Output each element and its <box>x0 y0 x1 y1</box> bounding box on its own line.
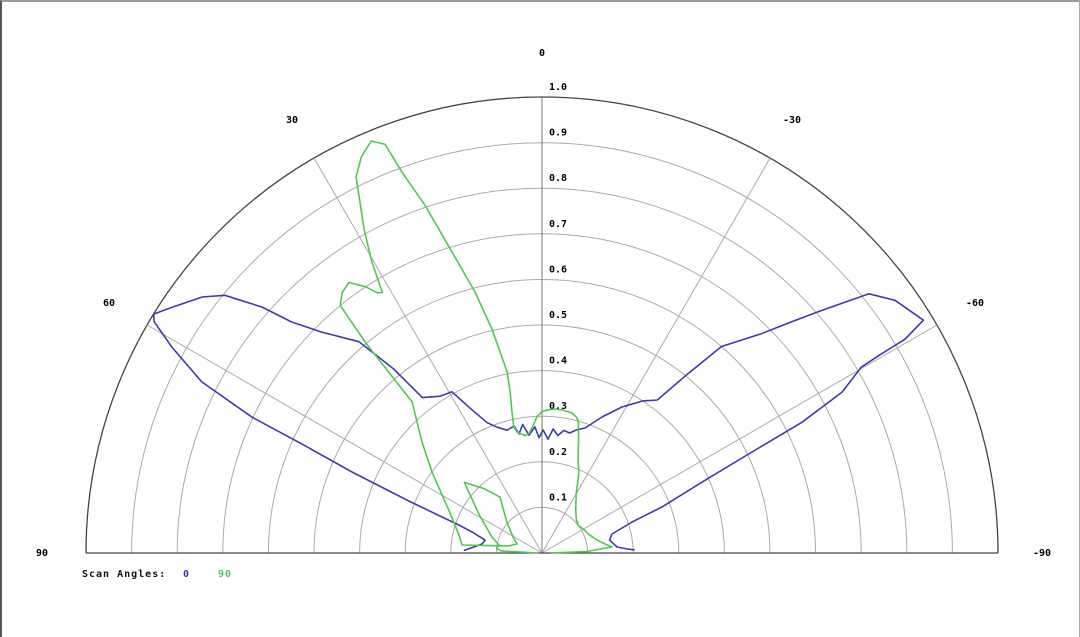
series-scan-90-curve <box>339 140 613 554</box>
angle-tick-label: 0 <box>539 48 545 59</box>
legend-value-scan-0: 0 <box>183 569 191 580</box>
radius-tick-label: 0.3 <box>549 401 567 412</box>
grid-spoke <box>541 324 938 554</box>
scan-angles-legend: Scan Angles: 0 90 <box>2 566 1079 584</box>
legend-label: Scan Angles: <box>82 569 167 580</box>
angle-tick-label: -90 <box>1033 548 1051 559</box>
radius-tick-label: 0.5 <box>549 310 567 321</box>
radius-tick-label: 0.1 <box>549 492 567 503</box>
radius-tick-label: 0.7 <box>549 219 567 230</box>
grid-spoke <box>541 157 771 554</box>
legend-value-scan-90: 90 <box>218 569 233 580</box>
radius-tick-label: 0.4 <box>549 356 567 367</box>
radius-tick-label: 0.9 <box>549 128 567 139</box>
series-scan-0-curve <box>152 293 925 552</box>
grid-spoke <box>313 157 543 554</box>
radius-tick-label: 0.2 <box>549 447 567 458</box>
angle-tick-label: 30 <box>286 115 298 126</box>
angle-tick-label: -60 <box>966 298 984 309</box>
radius-tick-label: 0.6 <box>549 264 567 275</box>
grid-spoke <box>146 324 543 554</box>
radius-tick-label: 0.8 <box>549 173 567 184</box>
angle-tick-label: 90 <box>36 548 48 559</box>
angle-tick-label: -30 <box>783 115 801 126</box>
angle-tick-label: 60 <box>103 298 115 309</box>
radius-tick-label: 1.0 <box>549 82 567 93</box>
